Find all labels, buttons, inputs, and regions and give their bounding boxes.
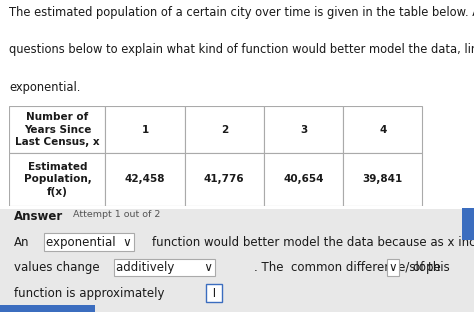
Bar <box>264 106 343 153</box>
Text: of this: of this <box>413 261 450 274</box>
Bar <box>0 305 95 312</box>
Text: exponential  ∨: exponential ∨ <box>46 236 132 249</box>
Text: exponential.: exponential. <box>9 80 81 94</box>
Text: 4: 4 <box>379 124 386 134</box>
Bar <box>462 208 474 240</box>
Text: 40,654: 40,654 <box>283 174 324 184</box>
Text: ∨: ∨ <box>389 261 397 274</box>
Text: 1: 1 <box>141 124 149 134</box>
Text: 41,776: 41,776 <box>204 174 245 184</box>
Bar <box>343 106 422 153</box>
Bar <box>9 106 105 153</box>
Text: Answer: Answer <box>14 210 64 223</box>
Bar <box>343 153 422 206</box>
Bar <box>105 106 185 153</box>
Text: 2: 2 <box>221 124 228 134</box>
Text: values change: values change <box>14 261 100 274</box>
Text: Attempt 1 out of 2: Attempt 1 out of 2 <box>73 210 161 219</box>
Text: function would better model the data because as x increases, the y: function would better model the data bec… <box>152 236 474 249</box>
Text: An: An <box>14 236 30 249</box>
Text: The estimated population of a certain city over time is given in the table below: The estimated population of a certain ci… <box>9 6 474 19</box>
Text: function is approximately: function is approximately <box>14 286 165 300</box>
Bar <box>105 153 185 206</box>
Text: questions below to explain what kind of function would better model the data, li: questions below to explain what kind of … <box>9 43 474 56</box>
Text: Estimated
Population,
f(x): Estimated Population, f(x) <box>24 162 91 197</box>
Text: additively        ∨: additively ∨ <box>116 261 213 274</box>
Text: 39,841: 39,841 <box>363 174 403 184</box>
Text: 42,458: 42,458 <box>125 174 165 184</box>
Text: . The  common difference/slope: . The common difference/slope <box>254 261 440 274</box>
Text: Number of
Years Since
Last Census, x: Number of Years Since Last Census, x <box>15 112 100 147</box>
Bar <box>185 106 264 153</box>
Bar <box>264 153 343 206</box>
Text: I: I <box>209 286 219 300</box>
Bar <box>9 153 105 206</box>
Text: 3: 3 <box>300 124 307 134</box>
Bar <box>185 153 264 206</box>
